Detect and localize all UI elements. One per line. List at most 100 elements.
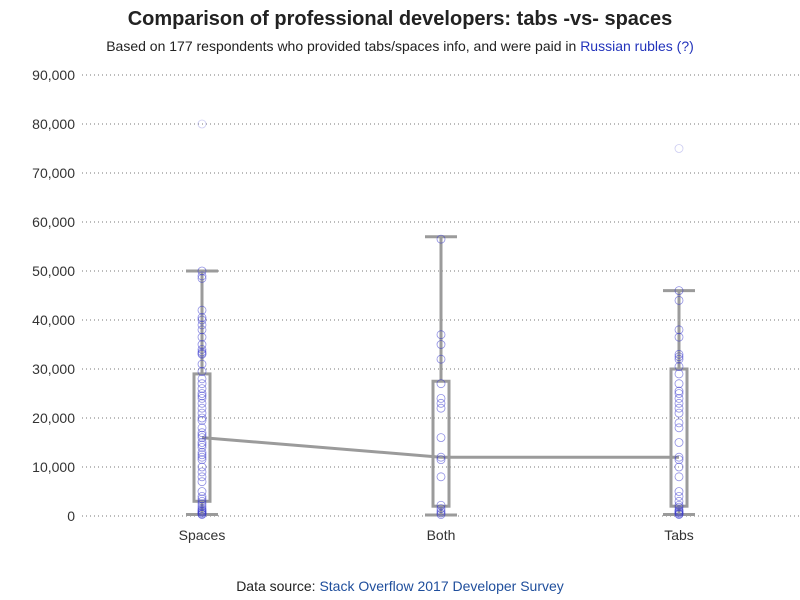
- chart-title: Comparison of professional developers: t…: [127, 8, 673, 30]
- data-point: [674, 491, 684, 501]
- data-point: [436, 354, 446, 364]
- data-point: [197, 340, 207, 349]
- data-point: [674, 332, 684, 342]
- data-point: [436, 510, 446, 519]
- data-point: [197, 491, 207, 501]
- data-source-link[interactable]: Stack Overflow 2017 Developer Survey: [319, 578, 564, 594]
- data-point: [197, 477, 207, 487]
- x-tick-label: Tabs: [664, 527, 694, 543]
- data-point: [197, 271, 207, 281]
- data-point: [674, 295, 684, 305]
- data-point: [197, 452, 207, 462]
- y-tick-label: 20,000: [32, 410, 75, 426]
- data-point: [197, 266, 207, 276]
- data-point: [674, 502, 684, 512]
- boxes: [186, 235, 695, 517]
- data-point: [197, 391, 207, 401]
- x-tick-label: Both: [427, 527, 456, 543]
- data-point: [197, 305, 207, 315]
- data-point: [197, 440, 207, 450]
- data-point: [197, 315, 207, 325]
- data-point: [197, 494, 207, 504]
- data-point: [197, 462, 207, 472]
- data-point: [674, 393, 684, 403]
- data-point: [197, 393, 207, 403]
- iqr-box: [431, 379, 451, 508]
- data-point: [197, 438, 207, 447]
- data-source: Data source: Stack Overflow 2017 Develop…: [0, 578, 800, 594]
- data-point: [197, 273, 207, 283]
- data-point: [197, 344, 207, 354]
- data-point: [197, 487, 207, 496]
- data-point: [674, 455, 684, 465]
- data-point: [674, 144, 684, 153]
- y-tick-label: 0: [67, 508, 75, 524]
- data-point: [197, 447, 207, 457]
- y-tick-label: 50,000: [32, 263, 75, 279]
- data-point: [436, 472, 446, 482]
- data-point: [436, 398, 446, 408]
- data-point: [436, 379, 446, 389]
- data-point: [197, 496, 207, 506]
- y-tick-label: 80,000: [32, 116, 75, 132]
- data-point: [674, 418, 684, 428]
- iqr-box: [192, 372, 212, 503]
- data-point: [674, 325, 684, 335]
- data-point: [197, 320, 207, 330]
- data-point: [674, 354, 684, 364]
- y-tick-label: 10,000: [32, 459, 75, 475]
- y-tick-label: 40,000: [32, 312, 75, 328]
- points: [197, 119, 684, 519]
- data-point: [674, 403, 684, 413]
- data-point: [197, 403, 207, 413]
- data-point: [674, 510, 684, 519]
- y-tick-label: 30,000: [32, 361, 75, 377]
- data-point: [674, 379, 684, 389]
- data-point: [197, 379, 207, 389]
- data-point: [674, 386, 684, 396]
- data-point: [197, 450, 207, 460]
- y-tick-label: 90,000: [32, 67, 75, 83]
- y-tick-label: 70,000: [32, 165, 75, 181]
- data-point: [197, 349, 207, 359]
- y-tick-label: 60,000: [32, 214, 75, 230]
- data-point: [674, 369, 684, 379]
- data-point: [197, 367, 207, 376]
- data-point: [197, 430, 207, 440]
- data-point: [436, 506, 446, 516]
- data-point: [674, 286, 684, 296]
- data-point: [197, 442, 207, 452]
- data-point: [674, 438, 684, 447]
- data-point: [197, 325, 207, 335]
- data-point: [674, 362, 684, 371]
- data-point: [674, 496, 684, 506]
- data-point: [436, 433, 446, 443]
- data-point: [197, 423, 207, 433]
- data-point: [197, 374, 207, 384]
- data-point: [436, 504, 446, 514]
- data-point: [436, 340, 446, 349]
- data-point: [197, 416, 207, 425]
- data-point: [197, 408, 207, 418]
- data-point: [197, 433, 207, 443]
- data-point: [197, 359, 207, 369]
- data-point: [197, 510, 207, 519]
- subtitle-text: Based on 177 respondents who provided ta…: [106, 38, 581, 54]
- data-point: [197, 472, 207, 482]
- data-point: [197, 384, 207, 394]
- data-source-label: Data source:: [236, 578, 320, 594]
- x-axis-labels: Spaces Both Tabs: [179, 527, 694, 543]
- y-axis-labels: 0 10,000 20,000 30,000 40,000 50,000 60,000 70,…: [32, 67, 75, 524]
- data-point: [436, 455, 446, 465]
- data-point: [436, 403, 446, 413]
- chart-subtitle: Based on 177 respondents who provided ta…: [0, 38, 800, 54]
- currency-link[interactable]: Russian rubles (?): [580, 38, 694, 54]
- data-point: [197, 398, 207, 408]
- box-both: [425, 235, 457, 517]
- data-point: [197, 389, 207, 398]
- data-point: [197, 119, 207, 129]
- median-line: [201, 436, 679, 459]
- box-spaces: [186, 269, 218, 517]
- data-point: [436, 330, 446, 340]
